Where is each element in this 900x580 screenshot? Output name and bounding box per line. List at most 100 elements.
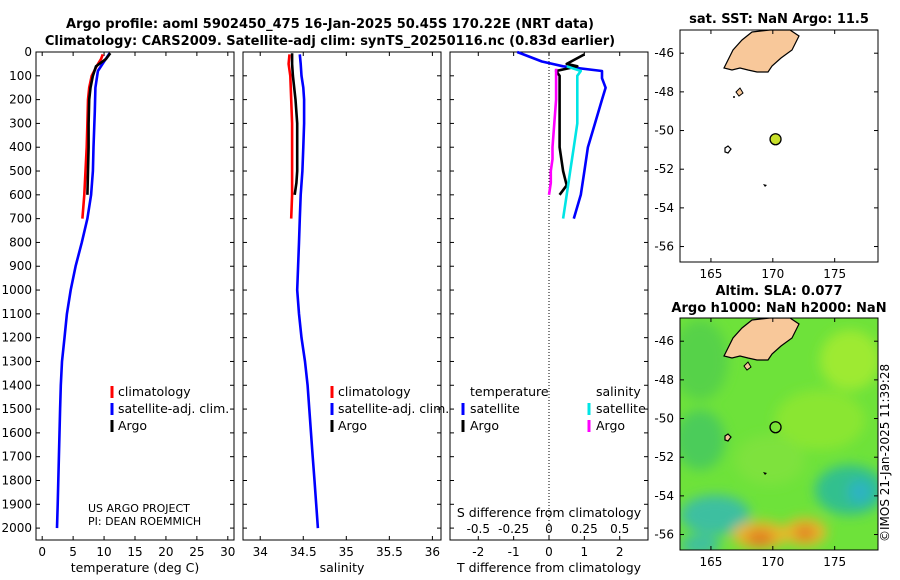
x-tick-label: 10	[96, 545, 111, 559]
y-tick-label: 2000	[1, 521, 32, 535]
sst-map-panel: sat. SST: NaN Argo: 11.5 165 170 175 -46 -48…	[654, 12, 879, 281]
y-tick-label: 1900	[1, 497, 32, 511]
y-tick-label: 500	[9, 164, 32, 178]
map-y-tick-label: -54	[654, 489, 674, 503]
series-satellite-adj-clim-	[55, 52, 111, 529]
map-y-tick-label: -56	[654, 240, 674, 254]
y-tick-label: 1400	[1, 378, 32, 392]
map-y-tick-label: -48	[654, 373, 674, 387]
small-islet-marker	[733, 96, 735, 98]
figure-title-line1: Argo profile: aoml 5902450_475 16-Jan-20…	[66, 17, 594, 32]
campbell-island	[763, 472, 767, 475]
credit-line2: PI: DEAN ROEMMICH	[88, 515, 201, 528]
series-salinity-satellite	[561, 65, 583, 219]
auckland-islands	[724, 433, 732, 442]
legend-title-salinity: salinity	[596, 384, 641, 399]
y-tick-label: 100	[9, 69, 32, 83]
x-axis-label: salinity	[320, 560, 365, 575]
land-mass-south-island	[723, 29, 800, 73]
map-y-tick-label: -52	[654, 450, 674, 464]
salinity-profile-panel: 34 34.5 35 35.5 36 salinity	[242, 51, 442, 575]
sla-map-title-line1: Altim. SLA: 0.077	[716, 284, 843, 299]
legend-label-temp-argo: Argo	[470, 418, 499, 433]
sst-map-title: sat. SST: NaN Argo: 11.5	[689, 12, 869, 27]
map-y-tick-label: -50	[654, 124, 674, 138]
series-argo	[86, 52, 112, 195]
top-tick-label: 0	[545, 522, 553, 536]
x-tick-label: 5	[69, 545, 77, 559]
map-y-tick-label: -46	[654, 334, 674, 348]
legend-label-satellite: satellite-adj. clim.	[338, 401, 449, 416]
plot-frame	[35, 51, 235, 541]
series-temperature-argo	[554, 53, 586, 196]
x-tick-label: -2	[472, 545, 484, 559]
map-x-tick-label: 175	[823, 555, 846, 569]
plot-frame	[242, 51, 442, 541]
x-tick-label: 0	[38, 545, 46, 559]
y-tick-label: 1000	[1, 283, 32, 297]
y-tick-label: 1100	[1, 307, 32, 321]
x-tick-label: 15	[127, 545, 142, 559]
campbell-island	[763, 184, 767, 187]
x-tick-label: 0	[545, 545, 553, 559]
legend-title-temperature: temperature	[470, 384, 549, 399]
map-x-tick-label: 170	[761, 555, 784, 569]
series-satellite-adj-clim-	[295, 54, 320, 529]
land-mass-islet	[735, 87, 744, 97]
x-tick-label: 20	[158, 545, 173, 559]
difference-profile-panel: -2 -1 0 1 2T difference from climatology S di…	[449, 50, 649, 575]
y-tick-label: 600	[9, 188, 32, 202]
map-x-tick-label: 165	[699, 555, 722, 569]
legend-label-sal-satellite: satellite	[596, 401, 646, 416]
argo-float-marker	[769, 133, 782, 146]
legend-label-climatology: climatology	[338, 384, 411, 399]
y-tick-label: 1300	[1, 354, 32, 368]
map-y-tick-label: -46	[654, 46, 674, 60]
map-y-tick-label: -54	[654, 201, 674, 215]
sla-heatmap	[680, 318, 878, 550]
sla-map-panel: Altim. SLA: 0.077 Argo h1000: NaN h2000:…	[654, 284, 886, 569]
map-x-tick-label: 165	[699, 267, 722, 281]
map-x-tick-label: 175	[823, 267, 846, 281]
land-mass-south-island	[723, 318, 800, 361]
x-tick-label: 25	[189, 545, 204, 559]
map-y-tick-label: -50	[654, 412, 674, 426]
y-tick-label: 1500	[1, 402, 32, 416]
series-climatology	[287, 54, 294, 219]
map-y-tick-label: -48	[654, 85, 674, 99]
y-tick-label: 1700	[1, 450, 32, 464]
x-tick-label: 30	[220, 545, 235, 559]
imos-watermark: ©IMOS 21-Jan-2025 11:39:28	[878, 364, 892, 542]
map-x-tick-label: 170	[761, 267, 784, 281]
top-tick-label: -0.5	[467, 522, 490, 536]
y-tick-label: 1200	[1, 331, 32, 345]
top-tick-label: 0.25	[571, 522, 598, 536]
land-mass-islet	[743, 361, 752, 371]
figure-title-line2: Climatology: CARS2009. Satellite-adj cli…	[45, 34, 615, 49]
top-tick-label: -0.25	[498, 522, 529, 536]
x-tick-label: 35.5	[376, 545, 403, 559]
y-tick-label: 0	[24, 45, 32, 59]
argo-float-marker	[769, 421, 782, 434]
legend-label-argo: Argo	[338, 418, 367, 433]
x-tick-label: 1	[581, 545, 589, 559]
map-y-tick-label: -56	[654, 528, 674, 542]
sla-map-title-line2: Argo h1000: NaN h2000: NaN	[671, 301, 886, 316]
y-tick-label: 400	[9, 140, 32, 154]
salinity-legend: climatology satellite-adj. clim. Argo	[330, 384, 449, 433]
y-tick-label: 700	[9, 212, 32, 226]
x-tick-label: 34.5	[290, 545, 317, 559]
legend-label-climatology: climatology	[118, 384, 191, 399]
y-tick-label: 1800	[1, 473, 32, 487]
series-argo	[290, 53, 299, 195]
legend-label-sal-argo: Argo	[596, 418, 625, 433]
series-salinity-argo	[547, 68, 558, 195]
legend-label-argo: Argo	[118, 418, 147, 433]
x-axis-label: temperature (deg C)	[71, 560, 200, 575]
top-axis-label: S difference from climatology	[457, 505, 642, 520]
credit-line1: US ARGO PROJECT	[88, 502, 190, 515]
y-tick-label: 300	[9, 116, 32, 130]
x-tick-label: 34	[253, 545, 268, 559]
y-tick-label: 200	[9, 93, 32, 107]
